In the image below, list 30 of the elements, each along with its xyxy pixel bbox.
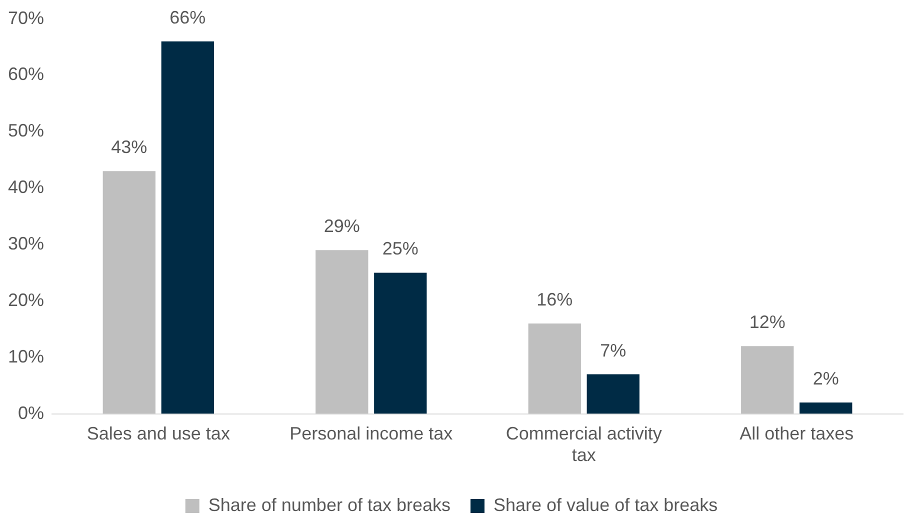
y-tick-label: 60% xyxy=(8,64,44,84)
x-tick-label: Sales and use tax xyxy=(86,424,230,444)
bar xyxy=(102,171,156,414)
bar xyxy=(741,346,794,414)
data-label: 16% xyxy=(536,289,573,310)
y-tick-label: 40% xyxy=(8,177,44,198)
y-tick-label: 20% xyxy=(8,290,44,310)
x-tick-label: Commercial activity tax xyxy=(506,424,662,466)
legend-label: Share of value of tax breaks xyxy=(494,494,718,515)
y-tick-label: 10% xyxy=(8,346,44,366)
data-label: 7% xyxy=(600,340,626,360)
bar xyxy=(528,324,581,414)
data-label: 43% xyxy=(111,137,148,158)
data-label: 12% xyxy=(749,312,786,332)
legend-label: Share of number of tax breaks xyxy=(208,494,451,515)
y-tick-label: 70% xyxy=(8,8,44,28)
bar xyxy=(161,41,214,414)
data-label: 25% xyxy=(382,238,418,259)
y-tick-label: 30% xyxy=(8,233,44,254)
bar xyxy=(800,402,852,414)
y-tick-label: 50% xyxy=(8,120,44,141)
x-tick-label: Personal income tax xyxy=(290,424,453,444)
bar xyxy=(316,250,368,414)
data-label: 29% xyxy=(324,216,360,236)
data-label: 2% xyxy=(812,368,839,388)
bar xyxy=(586,374,640,414)
bar xyxy=(374,272,427,414)
y-tick-label: 0% xyxy=(18,402,44,423)
x-tick-label: All other taxes xyxy=(740,424,854,444)
data-label: 66% xyxy=(170,7,206,28)
